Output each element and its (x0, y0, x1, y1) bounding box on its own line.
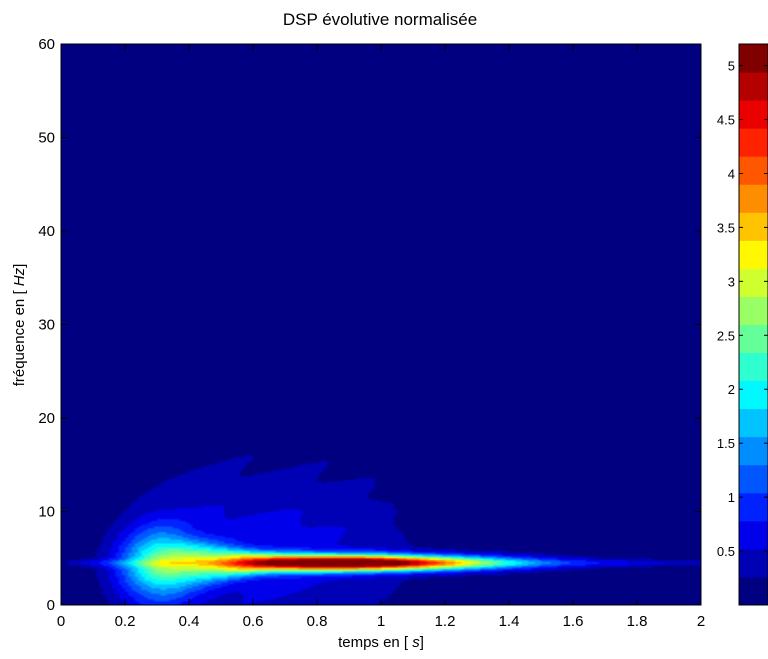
colorbar-band (739, 548, 768, 578)
colorbar: 0.5 1 1.5 2 2.5 3 3.5 4 4.5 5 (717, 43, 768, 606)
colorbar-band (739, 520, 768, 550)
y-tick-label: 60 (38, 36, 55, 53)
colorbar-band (739, 408, 768, 438)
x-tick-label: 1.2 (435, 613, 456, 630)
y-tick-label: 40 (38, 223, 55, 240)
colorbar-band (739, 268, 768, 297)
x-tick-label: 0 (57, 613, 65, 630)
colorbar-band (739, 492, 768, 522)
x-tick-label: 1 (377, 613, 385, 630)
y-tick-label: 30 (38, 317, 55, 334)
colorbar-bands (739, 44, 768, 606)
colorbar-band (739, 212, 768, 241)
colorbar-tick-label: 4.5 (717, 113, 735, 128)
colorbar-band (739, 380, 768, 410)
y-tick-label: 0 (47, 597, 55, 614)
colorbar-band (739, 44, 768, 73)
colorbar-tick-label: 3.5 (717, 220, 735, 235)
colorbar-band (739, 156, 768, 185)
colorbar-frame (738, 43, 768, 606)
x-tick-label: 0.4 (179, 613, 200, 630)
colorbar-band (739, 436, 768, 466)
plot-area (60, 43, 702, 606)
colorbar-tick-label: 5 (728, 59, 735, 74)
heatmap-image (61, 44, 701, 605)
colorbar-tick-label: 3 (728, 274, 735, 289)
x-tick-label: 1.8 (627, 613, 648, 630)
colorbar-tick-label: 4 (728, 166, 735, 181)
colorbar-band (739, 184, 768, 213)
x-tick-label: 1.4 (499, 613, 520, 630)
colorbar-band (739, 240, 768, 269)
colorbar-band (739, 296, 768, 325)
x-tick-label: 0.8 (307, 613, 328, 630)
colorbar-tick-label: 0.5 (717, 544, 735, 559)
x-tick-label: 0.6 (243, 613, 264, 630)
x-axis-ticks: 0 0.2 0.4 0.6 0.8 1 1.2 1.4 1.6 1.8 2 (57, 44, 705, 630)
colorbar-band (739, 72, 768, 101)
colorbar-tick-label: 2 (728, 382, 735, 397)
y-tick-label: 20 (38, 410, 55, 427)
y-axis-ticks: 0 10 20 30 40 50 60 (38, 36, 701, 614)
colorbar-band (739, 128, 768, 157)
colorbar-band (739, 324, 768, 354)
y-tick-label: 10 (38, 504, 55, 521)
x-tick-label: 0.2 (115, 613, 136, 630)
x-axis-label: temps en [ s] (338, 634, 424, 651)
colorbar-band (739, 352, 768, 382)
colorbar-tick-label: 1.5 (717, 436, 735, 451)
y-axis-label: fréquence en [ Hz] (11, 264, 28, 387)
colorbar-ticks: 0.5 1 1.5 2 2.5 3 3.5 4 4.5 5 (717, 59, 768, 559)
x-tick-label: 2 (697, 613, 705, 630)
colorbar-band (739, 464, 768, 494)
colorbar-band (739, 100, 768, 129)
y-tick-label: 50 (38, 130, 55, 147)
colorbar-tick-label: 1 (728, 490, 735, 505)
colorbar-tick-label: 2.5 (717, 328, 735, 343)
colorbar-band (739, 576, 768, 606)
chart-title: DSP évolutive normalisée (283, 10, 477, 29)
x-tick-label: 1.6 (563, 613, 584, 630)
